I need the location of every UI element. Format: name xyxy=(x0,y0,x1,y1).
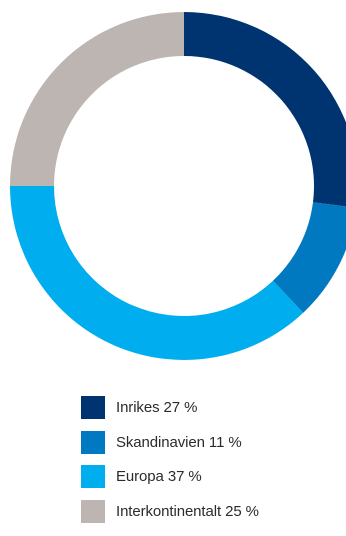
legend-item-europa: Europa 37 % xyxy=(81,465,259,488)
legend-item-skandinavien: Skandinavien 11 % xyxy=(81,430,259,454)
legend-swatch-skandinavien xyxy=(81,430,105,454)
legend-swatch-europa xyxy=(81,465,105,488)
legend-label-interkontinentalt: Interkontinentalt 25 % xyxy=(116,502,259,520)
legend-item-inrikes: Inrikes 27 % xyxy=(81,396,259,419)
donut-chart xyxy=(10,12,346,361)
legend-label-skandinavien: Skandinavien 11 % xyxy=(116,433,242,451)
legend: Inrikes 27 % Skandinavien 11 % Europa 37… xyxy=(81,396,259,534)
donut-slice-skandinavien xyxy=(272,202,346,313)
donut-slice-inrikes xyxy=(184,12,346,207)
legend-item-interkontinentalt: Interkontinentalt 25 % xyxy=(81,499,259,523)
donut-slice-interkontinentalt xyxy=(10,12,184,186)
donut-slice-europa xyxy=(10,186,304,361)
legend-label-europa: Europa 37 % xyxy=(116,468,202,485)
legend-swatch-inrikes xyxy=(81,396,105,419)
legend-label-inrikes: Inrikes 27 % xyxy=(116,399,198,416)
legend-swatch-interkontinentalt xyxy=(81,499,105,523)
